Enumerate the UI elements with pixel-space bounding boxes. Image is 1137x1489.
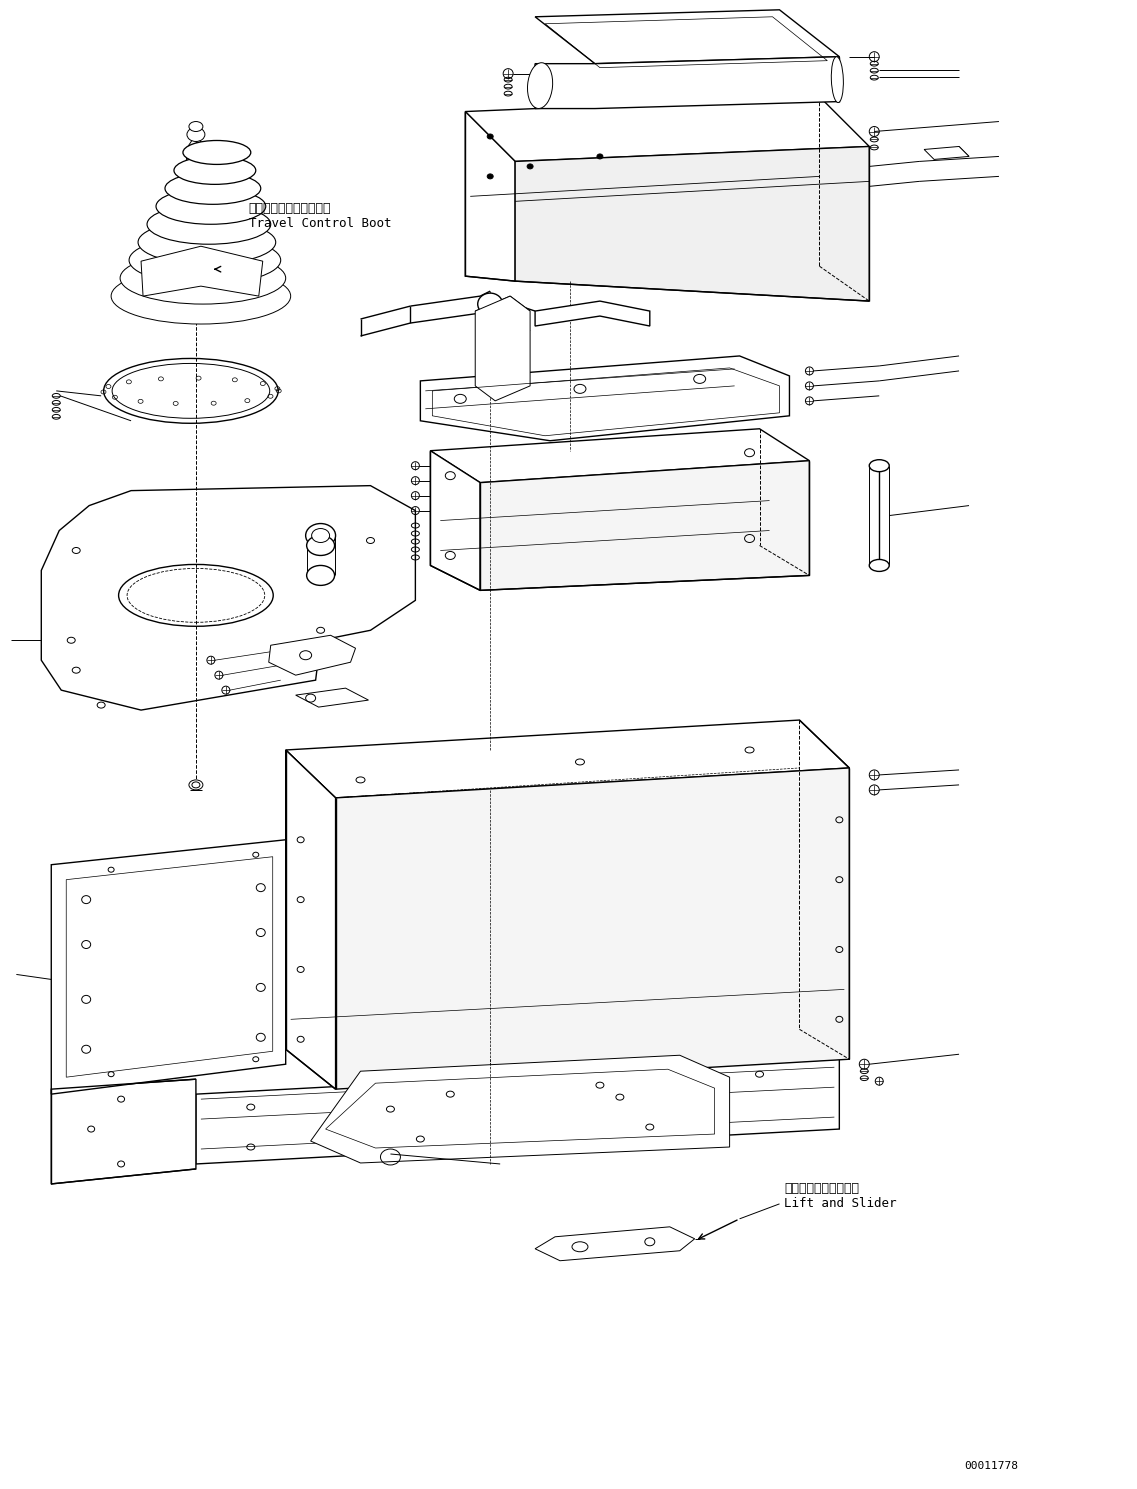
Polygon shape [430,429,810,482]
Polygon shape [296,688,368,707]
Polygon shape [268,636,356,675]
Ellipse shape [121,252,285,304]
Ellipse shape [189,122,202,131]
Ellipse shape [165,173,260,204]
Ellipse shape [174,156,256,185]
Ellipse shape [528,63,553,109]
Polygon shape [475,296,530,401]
Ellipse shape [831,57,844,103]
Polygon shape [41,485,415,710]
Polygon shape [536,1227,695,1261]
Ellipse shape [528,164,533,168]
Ellipse shape [111,268,291,325]
Polygon shape [536,10,839,64]
Polygon shape [430,451,480,590]
Polygon shape [536,57,839,109]
Ellipse shape [147,204,271,244]
Polygon shape [536,301,650,326]
Ellipse shape [103,359,279,423]
Text: リフトおよびスライダ: リフトおよびスライダ [785,1182,860,1196]
Ellipse shape [870,460,889,472]
Ellipse shape [186,128,205,141]
Ellipse shape [130,237,281,284]
Ellipse shape [189,780,202,789]
Ellipse shape [307,566,334,585]
Polygon shape [141,246,263,296]
Polygon shape [924,146,969,159]
Polygon shape [421,356,789,441]
Polygon shape [285,721,849,798]
Ellipse shape [307,536,334,555]
Ellipse shape [870,560,889,572]
Text: 00011778: 00011778 [964,1461,1018,1471]
Ellipse shape [487,134,493,138]
Ellipse shape [312,529,330,542]
Polygon shape [51,840,285,1094]
Polygon shape [51,1080,196,1184]
Polygon shape [465,97,870,161]
Ellipse shape [183,140,251,164]
Ellipse shape [478,293,503,316]
Text: 走行コントロールブート: 走行コントロールブート [249,203,331,214]
Polygon shape [465,112,515,281]
Ellipse shape [138,220,275,264]
Ellipse shape [487,174,493,179]
Polygon shape [515,146,870,301]
Polygon shape [196,1059,839,1164]
Ellipse shape [306,524,335,548]
Text: Travel Control Boot: Travel Control Boot [249,217,391,229]
Ellipse shape [597,153,603,159]
Text: Lift and Slider: Lift and Slider [785,1197,897,1211]
Polygon shape [285,750,335,1088]
Polygon shape [310,1056,730,1163]
Polygon shape [335,768,849,1088]
Ellipse shape [156,189,266,225]
Polygon shape [480,460,810,590]
Ellipse shape [192,782,200,788]
